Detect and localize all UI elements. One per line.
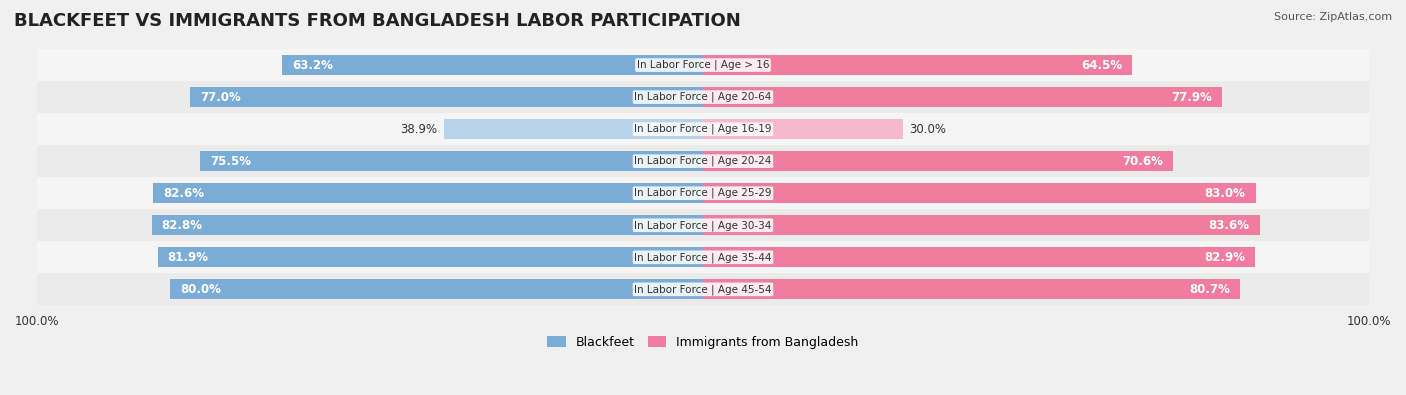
Bar <box>703 151 1173 171</box>
Bar <box>37 49 1369 81</box>
Bar <box>37 145 1369 177</box>
Bar <box>37 241 1369 273</box>
Bar <box>703 55 1132 75</box>
Text: In Labor Force | Age 20-64: In Labor Force | Age 20-64 <box>634 92 772 102</box>
Text: In Labor Force | Age 25-29: In Labor Force | Age 25-29 <box>634 188 772 198</box>
Bar <box>153 183 703 203</box>
Text: 83.6%: 83.6% <box>1209 219 1250 232</box>
Bar <box>703 215 1260 235</box>
Bar <box>190 87 703 107</box>
Bar <box>152 215 703 235</box>
Bar <box>37 81 1369 113</box>
Bar <box>201 151 703 171</box>
Text: 70.6%: 70.6% <box>1122 155 1163 168</box>
Text: In Labor Force | Age 16-19: In Labor Force | Age 16-19 <box>634 124 772 134</box>
Bar <box>703 183 1256 203</box>
Bar <box>444 119 703 139</box>
Bar <box>170 279 703 299</box>
Text: 77.9%: 77.9% <box>1171 90 1212 103</box>
Text: 83.0%: 83.0% <box>1205 187 1246 200</box>
Text: In Labor Force | Age 45-54: In Labor Force | Age 45-54 <box>634 284 772 295</box>
Text: 80.0%: 80.0% <box>180 283 221 296</box>
Text: Source: ZipAtlas.com: Source: ZipAtlas.com <box>1274 12 1392 22</box>
Text: 82.6%: 82.6% <box>163 187 204 200</box>
Text: In Labor Force | Age 20-24: In Labor Force | Age 20-24 <box>634 156 772 166</box>
Text: 75.5%: 75.5% <box>211 155 252 168</box>
Text: In Labor Force | Age > 16: In Labor Force | Age > 16 <box>637 60 769 70</box>
Bar <box>37 113 1369 145</box>
Text: BLACKFEET VS IMMIGRANTS FROM BANGLADESH LABOR PARTICIPATION: BLACKFEET VS IMMIGRANTS FROM BANGLADESH … <box>14 12 741 30</box>
Bar <box>37 273 1369 305</box>
Text: 38.9%: 38.9% <box>401 122 437 135</box>
Text: 77.0%: 77.0% <box>201 90 240 103</box>
Text: In Labor Force | Age 35-44: In Labor Force | Age 35-44 <box>634 252 772 263</box>
Bar <box>157 247 703 267</box>
Bar <box>703 247 1256 267</box>
Text: 82.9%: 82.9% <box>1204 251 1244 264</box>
Text: 80.7%: 80.7% <box>1189 283 1230 296</box>
Text: 63.2%: 63.2% <box>292 58 333 71</box>
Bar <box>703 119 903 139</box>
Bar <box>703 87 1222 107</box>
Bar <box>703 279 1240 299</box>
Text: 30.0%: 30.0% <box>910 122 946 135</box>
Text: 81.9%: 81.9% <box>167 251 208 264</box>
Bar <box>37 177 1369 209</box>
Text: 64.5%: 64.5% <box>1081 58 1122 71</box>
Bar <box>37 209 1369 241</box>
Bar <box>283 55 703 75</box>
Text: 82.8%: 82.8% <box>162 219 202 232</box>
Text: In Labor Force | Age 30-34: In Labor Force | Age 30-34 <box>634 220 772 231</box>
Legend: Blackfeet, Immigrants from Bangladesh: Blackfeet, Immigrants from Bangladesh <box>543 331 863 354</box>
